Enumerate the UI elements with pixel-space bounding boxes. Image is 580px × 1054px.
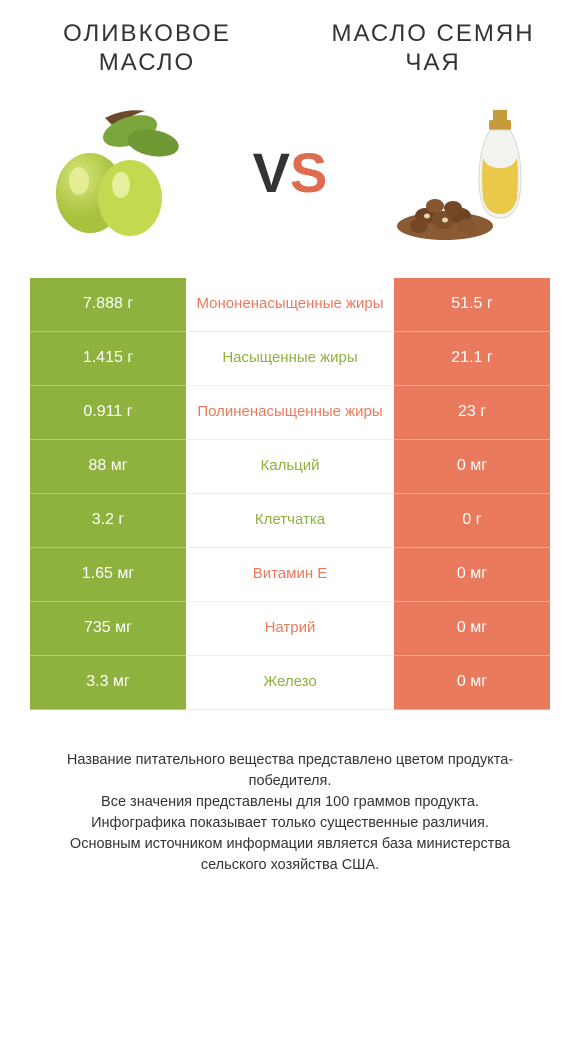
vs-s: S — [290, 140, 327, 205]
table-row: 1.415 гНасыщенные жиры21.1 г — [30, 332, 550, 386]
header: ОЛИВКОВОЕ МАСЛО МАСЛО СЕМЯН ЧАЯ — [30, 20, 550, 78]
right-value: 21.1 г — [394, 332, 550, 386]
footer-notes: Название питательного вещества представл… — [30, 750, 550, 876]
footer-line-2: Все значения представлены для 100 граммо… — [36, 792, 544, 813]
olive-icon — [35, 103, 185, 243]
nutrient-label: Витамин E — [186, 548, 394, 602]
right-value: 23 г — [394, 386, 550, 440]
footer-line-1: Название питательного вещества представл… — [36, 750, 544, 792]
nutrient-label: Кальций — [186, 440, 394, 494]
table-row: 3.3 мгЖелезо0 мг — [30, 656, 550, 710]
left-value: 1.415 г — [30, 332, 186, 386]
left-value: 735 мг — [30, 602, 186, 656]
vs-v: V — [253, 140, 290, 205]
nutrient-label: Мононенасыщенные жиры — [186, 278, 394, 332]
table-row: 3.2 гКлетчатка0 г — [30, 494, 550, 548]
nutrient-label: Натрий — [186, 602, 394, 656]
nutrient-label: Насыщенные жиры — [186, 332, 394, 386]
nutrient-label: Клетчатка — [186, 494, 394, 548]
right-product-title: МАСЛО СЕМЯН ЧАЯ — [316, 20, 550, 78]
table-row: 1.65 мгВитамин E0 мг — [30, 548, 550, 602]
left-value: 3.2 г — [30, 494, 186, 548]
tea-seed-oil-image — [390, 93, 550, 253]
table-row: 735 мгНатрий0 мг — [30, 602, 550, 656]
right-value: 0 мг — [394, 548, 550, 602]
left-value: 1.65 мг — [30, 548, 186, 602]
right-value: 0 мг — [394, 602, 550, 656]
vs-label: VS — [253, 140, 328, 205]
footer-line-3: Инфографика показывает только существенн… — [36, 813, 544, 834]
right-value: 51.5 г — [394, 278, 550, 332]
left-value: 0.911 г — [30, 386, 186, 440]
right-value: 0 мг — [394, 440, 550, 494]
product-images-row: VS — [30, 93, 550, 253]
table-row: 7.888 гМононенасыщенные жиры51.5 г — [30, 278, 550, 332]
right-value: 0 мг — [394, 656, 550, 710]
table-row: 88 мгКальций0 мг — [30, 440, 550, 494]
left-product-title: ОЛИВКОВОЕ МАСЛО — [30, 20, 264, 78]
table-row: 0.911 гПолиненасыщенные жиры23 г — [30, 386, 550, 440]
right-value: 0 г — [394, 494, 550, 548]
olive-image — [30, 93, 190, 253]
oil-icon — [395, 98, 545, 248]
nutrient-label: Полиненасыщенные жиры — [186, 386, 394, 440]
left-value: 3.3 мг — [30, 656, 186, 710]
left-value: 7.888 г — [30, 278, 186, 332]
comparison-table: 7.888 гМононенасыщенные жиры51.5 г1.415 … — [30, 278, 550, 710]
nutrient-label: Железо — [186, 656, 394, 710]
left-value: 88 мг — [30, 440, 186, 494]
infographic-container: ОЛИВКОВОЕ МАСЛО МАСЛО СЕМЯН ЧАЯ — [0, 0, 580, 1054]
footer-line-4: Основным источником информации является … — [36, 834, 544, 876]
